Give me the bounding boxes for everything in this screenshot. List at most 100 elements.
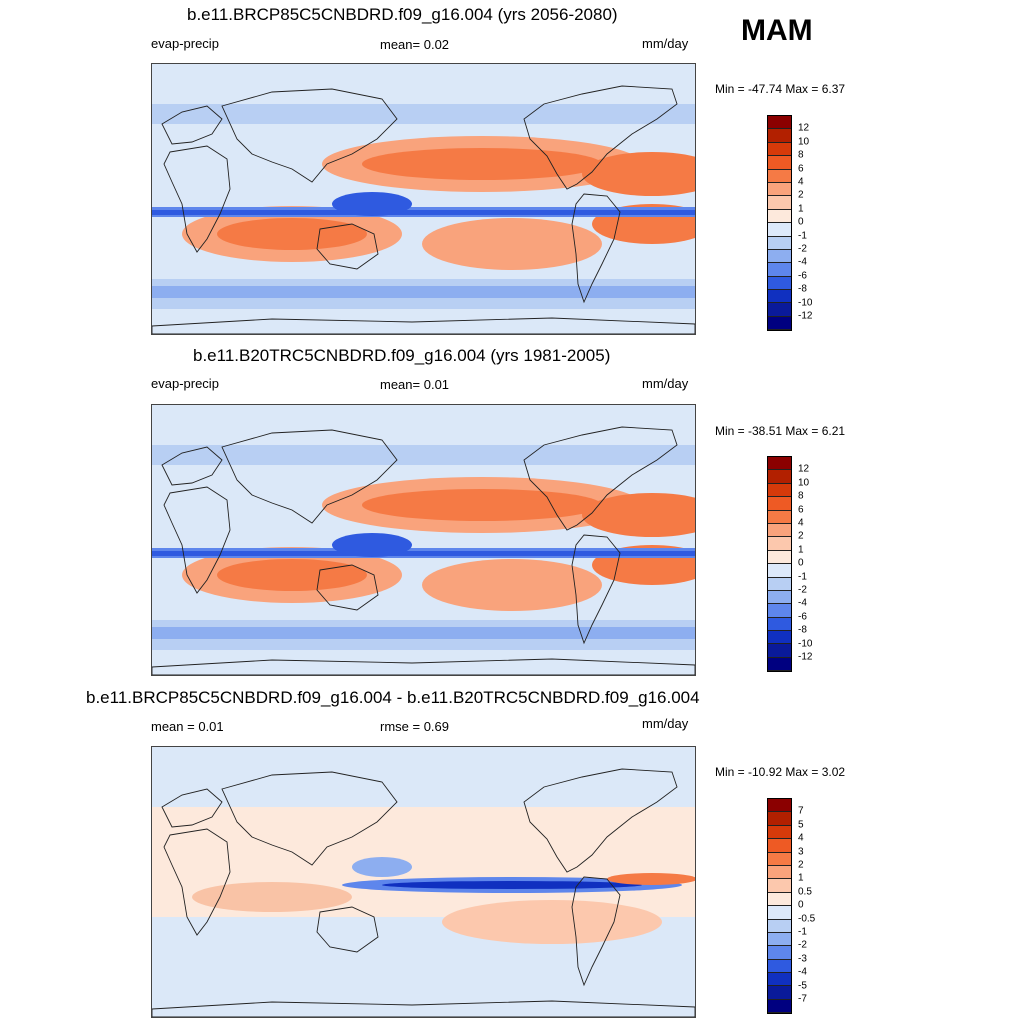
colorbar-tick-label: -4 [798, 966, 807, 978]
colorbar-tick-label: 10 [798, 477, 810, 489]
colorbar-swatch [768, 932, 791, 947]
colorbar-swatch [768, 209, 791, 224]
colorbar-tick-label: -2 [798, 584, 807, 596]
colorbar-tick-label: 1 [798, 203, 804, 215]
colorbar-tick-label: 8 [798, 149, 804, 161]
colorbar-tick-label: 0.5 [798, 886, 812, 898]
colorbar-swatch [768, 617, 791, 632]
colorbar-swatch [768, 290, 791, 304]
panel-1-map [151, 63, 696, 335]
colorbar-swatch [768, 865, 791, 880]
colorbar-swatch [768, 303, 791, 317]
panel-2-units-label: mm/day [642, 376, 689, 391]
colorbar-tick-label: -4 [798, 597, 807, 609]
colorbar-swatch [768, 276, 791, 291]
colorbar-tick-label: -0.5 [798, 913, 816, 925]
colorbar-tick-label: -12 [798, 310, 813, 322]
colorbar-tick-label: 0 [798, 557, 804, 569]
colorbar-tick-label: 4 [798, 832, 804, 844]
colorbar-tick-label: -12 [798, 651, 813, 663]
colorbar-swatch [768, 892, 791, 907]
colorbar-swatch [768, 919, 791, 933]
colorbar-tick-label: 4 [798, 517, 804, 529]
panel-3-colorbar [767, 798, 792, 1015]
colorbar-swatch [768, 223, 791, 237]
panel-2-mean-label: mean= 0.01 [380, 377, 450, 392]
colorbar-tick-label: -1 [798, 926, 807, 938]
field-layer [152, 405, 695, 675]
colorbar-swatch [768, 799, 791, 813]
colorbar-tick-label: -7 [798, 993, 807, 1005]
colorbar-swatch [768, 812, 791, 826]
colorbar-swatch [768, 999, 791, 1014]
colorbar-swatch [768, 631, 791, 645]
colorbar-tick-label: -8 [798, 624, 807, 636]
coastlines [152, 768, 695, 1017]
season-label: MAM [741, 14, 813, 47]
colorbar-tick-label: -10 [798, 297, 813, 309]
colorbar-swatch [768, 986, 791, 1000]
colorbar-tick-label: 6 [798, 504, 804, 516]
colorbar-tick-label: 2 [798, 859, 804, 871]
colorbar-swatch [768, 316, 791, 331]
colorbar-swatch [768, 590, 791, 605]
panel-3-units-label: mm/day [642, 716, 689, 731]
colorbar-tick-label: -1 [798, 571, 807, 583]
colorbar-tick-label: 10 [798, 136, 810, 148]
panel-1-colorbar [767, 115, 792, 332]
colorbar-swatch [768, 879, 791, 893]
colorbar-swatch [768, 182, 791, 197]
panel-2-colorbar [767, 456, 792, 673]
panel-1-minmax: Min = -47.74 Max = 6.37 [715, 82, 846, 96]
colorbar-tick-label: 3 [798, 846, 804, 858]
colorbar-tick-label: -6 [798, 611, 807, 623]
colorbar-tick-label: 2 [798, 530, 804, 542]
colorbar-swatch [768, 906, 791, 920]
colorbar-tick-label: 12 [798, 122, 810, 134]
colorbar-swatch [768, 825, 791, 840]
panel-1-mean-label: mean= 0.02 [380, 37, 450, 52]
colorbar-swatch [768, 604, 791, 618]
panel-2-field [152, 405, 695, 675]
colorbar-swatch [768, 236, 791, 250]
colorbar-swatch [768, 644, 791, 658]
colorbar-swatch [768, 523, 791, 538]
field-layer [152, 64, 695, 334]
colorbar-swatch [768, 129, 791, 143]
colorbar-swatch [768, 852, 791, 866]
panel-2-variable-label: evap-precip [151, 376, 219, 391]
colorbar-swatch [768, 537, 791, 551]
colorbar-tick-label: -5 [798, 980, 807, 992]
colorbar-swatch [768, 249, 791, 264]
panel-3-map [151, 746, 696, 1018]
colorbar-tick-label: -6 [798, 270, 807, 282]
colorbar-tick-label: 1 [798, 544, 804, 556]
coastlines [152, 426, 695, 675]
colorbar-tick-label: -4 [798, 256, 807, 268]
colorbar-tick-label: -10 [798, 638, 813, 650]
colorbar-tick-label: 7 [798, 805, 804, 817]
panel-1-field [152, 64, 695, 334]
colorbar-tick-label: 1 [798, 872, 804, 884]
colorbar-tick-label: 2 [798, 189, 804, 201]
panel-1-variable-label: evap-precip [151, 36, 219, 51]
colorbar-swatch [768, 116, 791, 130]
colorbar-swatch [768, 470, 791, 484]
colorbar-tick-label: -1 [798, 230, 807, 242]
colorbar-swatch [768, 959, 791, 974]
panel-3-rmse-label: rmse = 0.69 [380, 719, 450, 734]
colorbar-tick-label: 4 [798, 176, 804, 188]
colorbar-swatch [768, 973, 791, 987]
panel-2-map [151, 404, 696, 676]
colorbar-tick-label: 12 [798, 463, 810, 475]
colorbar-swatch [768, 483, 791, 498]
colorbar-tick-label: -8 [798, 283, 807, 295]
colorbar-swatch [768, 946, 791, 960]
panel-1-units-label: mm/day [642, 36, 689, 51]
colorbar-swatch [768, 497, 791, 511]
colorbar-tick-label: 8 [798, 490, 804, 502]
colorbar-swatch [768, 510, 791, 524]
colorbar-tick-label: 6 [798, 163, 804, 175]
colorbar-swatch [768, 550, 791, 565]
field-layer [152, 747, 695, 1017]
